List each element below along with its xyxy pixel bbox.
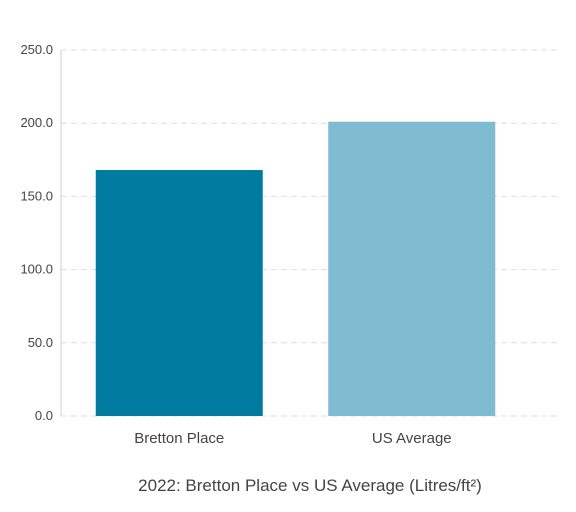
bar-us-average xyxy=(328,121,496,417)
y-tick-label: 50.0 xyxy=(28,335,53,350)
chart-title: 2022: Bretton Place vs US Average (Litre… xyxy=(138,476,482,495)
bars xyxy=(95,121,496,417)
y-tick-label: 0.0 xyxy=(35,408,53,423)
y-tick-label: 100.0 xyxy=(20,262,53,277)
y-tick-label: 200.0 xyxy=(20,115,53,130)
x-category-label: US Average xyxy=(372,430,452,447)
y-tick-label: 250.0 xyxy=(20,42,53,57)
y-tick-label: 150.0 xyxy=(20,188,53,203)
x-axis-category-labels: Bretton Place US Average xyxy=(134,430,451,447)
bar-bretton-place xyxy=(95,170,263,416)
x-category-label: Bretton Place xyxy=(134,430,224,447)
y-axis-tick-labels: 0.0 50.0 100.0 150.0 200.0 250.0 xyxy=(20,42,53,423)
